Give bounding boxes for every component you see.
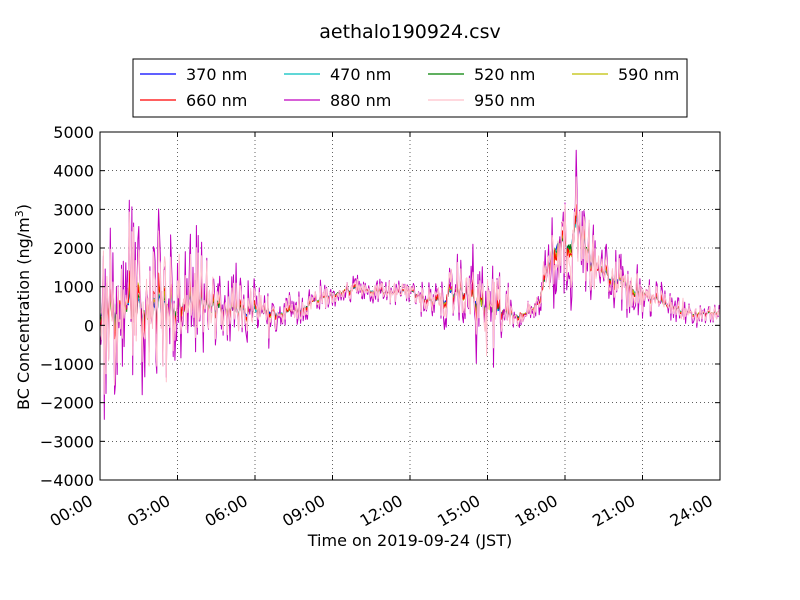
chart-title: aethalo190924.csv (319, 21, 501, 43)
y-tick-label: 1000 (53, 278, 94, 297)
legend-label: 880 nm (330, 91, 391, 110)
legend-label: 470 nm (330, 65, 391, 84)
y-axis-label-main: BC Concentration (ng/m (14, 217, 33, 410)
legend-label: 520 nm (474, 65, 535, 84)
y-tick-label: 3000 (53, 200, 94, 219)
axis-ticks (99, 131, 721, 481)
y-tick-label: 4000 (53, 162, 94, 181)
y-tick-label: 0 (84, 316, 94, 335)
y-tick-label: 2000 (53, 239, 94, 258)
y-axis-label-superscript: 3 (13, 210, 26, 217)
series-line-950-nm (100, 176, 720, 395)
y-tick-label: −1000 (40, 355, 94, 374)
series-lines (100, 149, 720, 420)
y-axis-label-close: ) (14, 204, 33, 210)
y-tick-label: −4000 (40, 471, 94, 490)
legend-label: 950 nm (474, 91, 535, 110)
legend-label: 660 nm (186, 91, 247, 110)
y-tick-label: −3000 (40, 432, 94, 451)
x-axis-label: Time on 2019-09-24 (JST) (307, 531, 512, 550)
y-axis-label: BC Concentration (ng/m3) (13, 204, 33, 410)
y-tick-label: −2000 (40, 394, 94, 413)
legend: 370 nm 470 nm 520 nm 590 nm 660 nm 880 nm 950 … (132, 58, 688, 118)
legend-label: 370 nm (186, 65, 247, 84)
legend-box (132, 58, 688, 118)
y-tick-labels: 5000 4000 3000 2000 1000 0 −1000 −2000 −3000 −400… (40, 123, 94, 490)
legend-label: 590 nm (618, 65, 679, 84)
y-tick-label: 5000 (53, 123, 94, 142)
